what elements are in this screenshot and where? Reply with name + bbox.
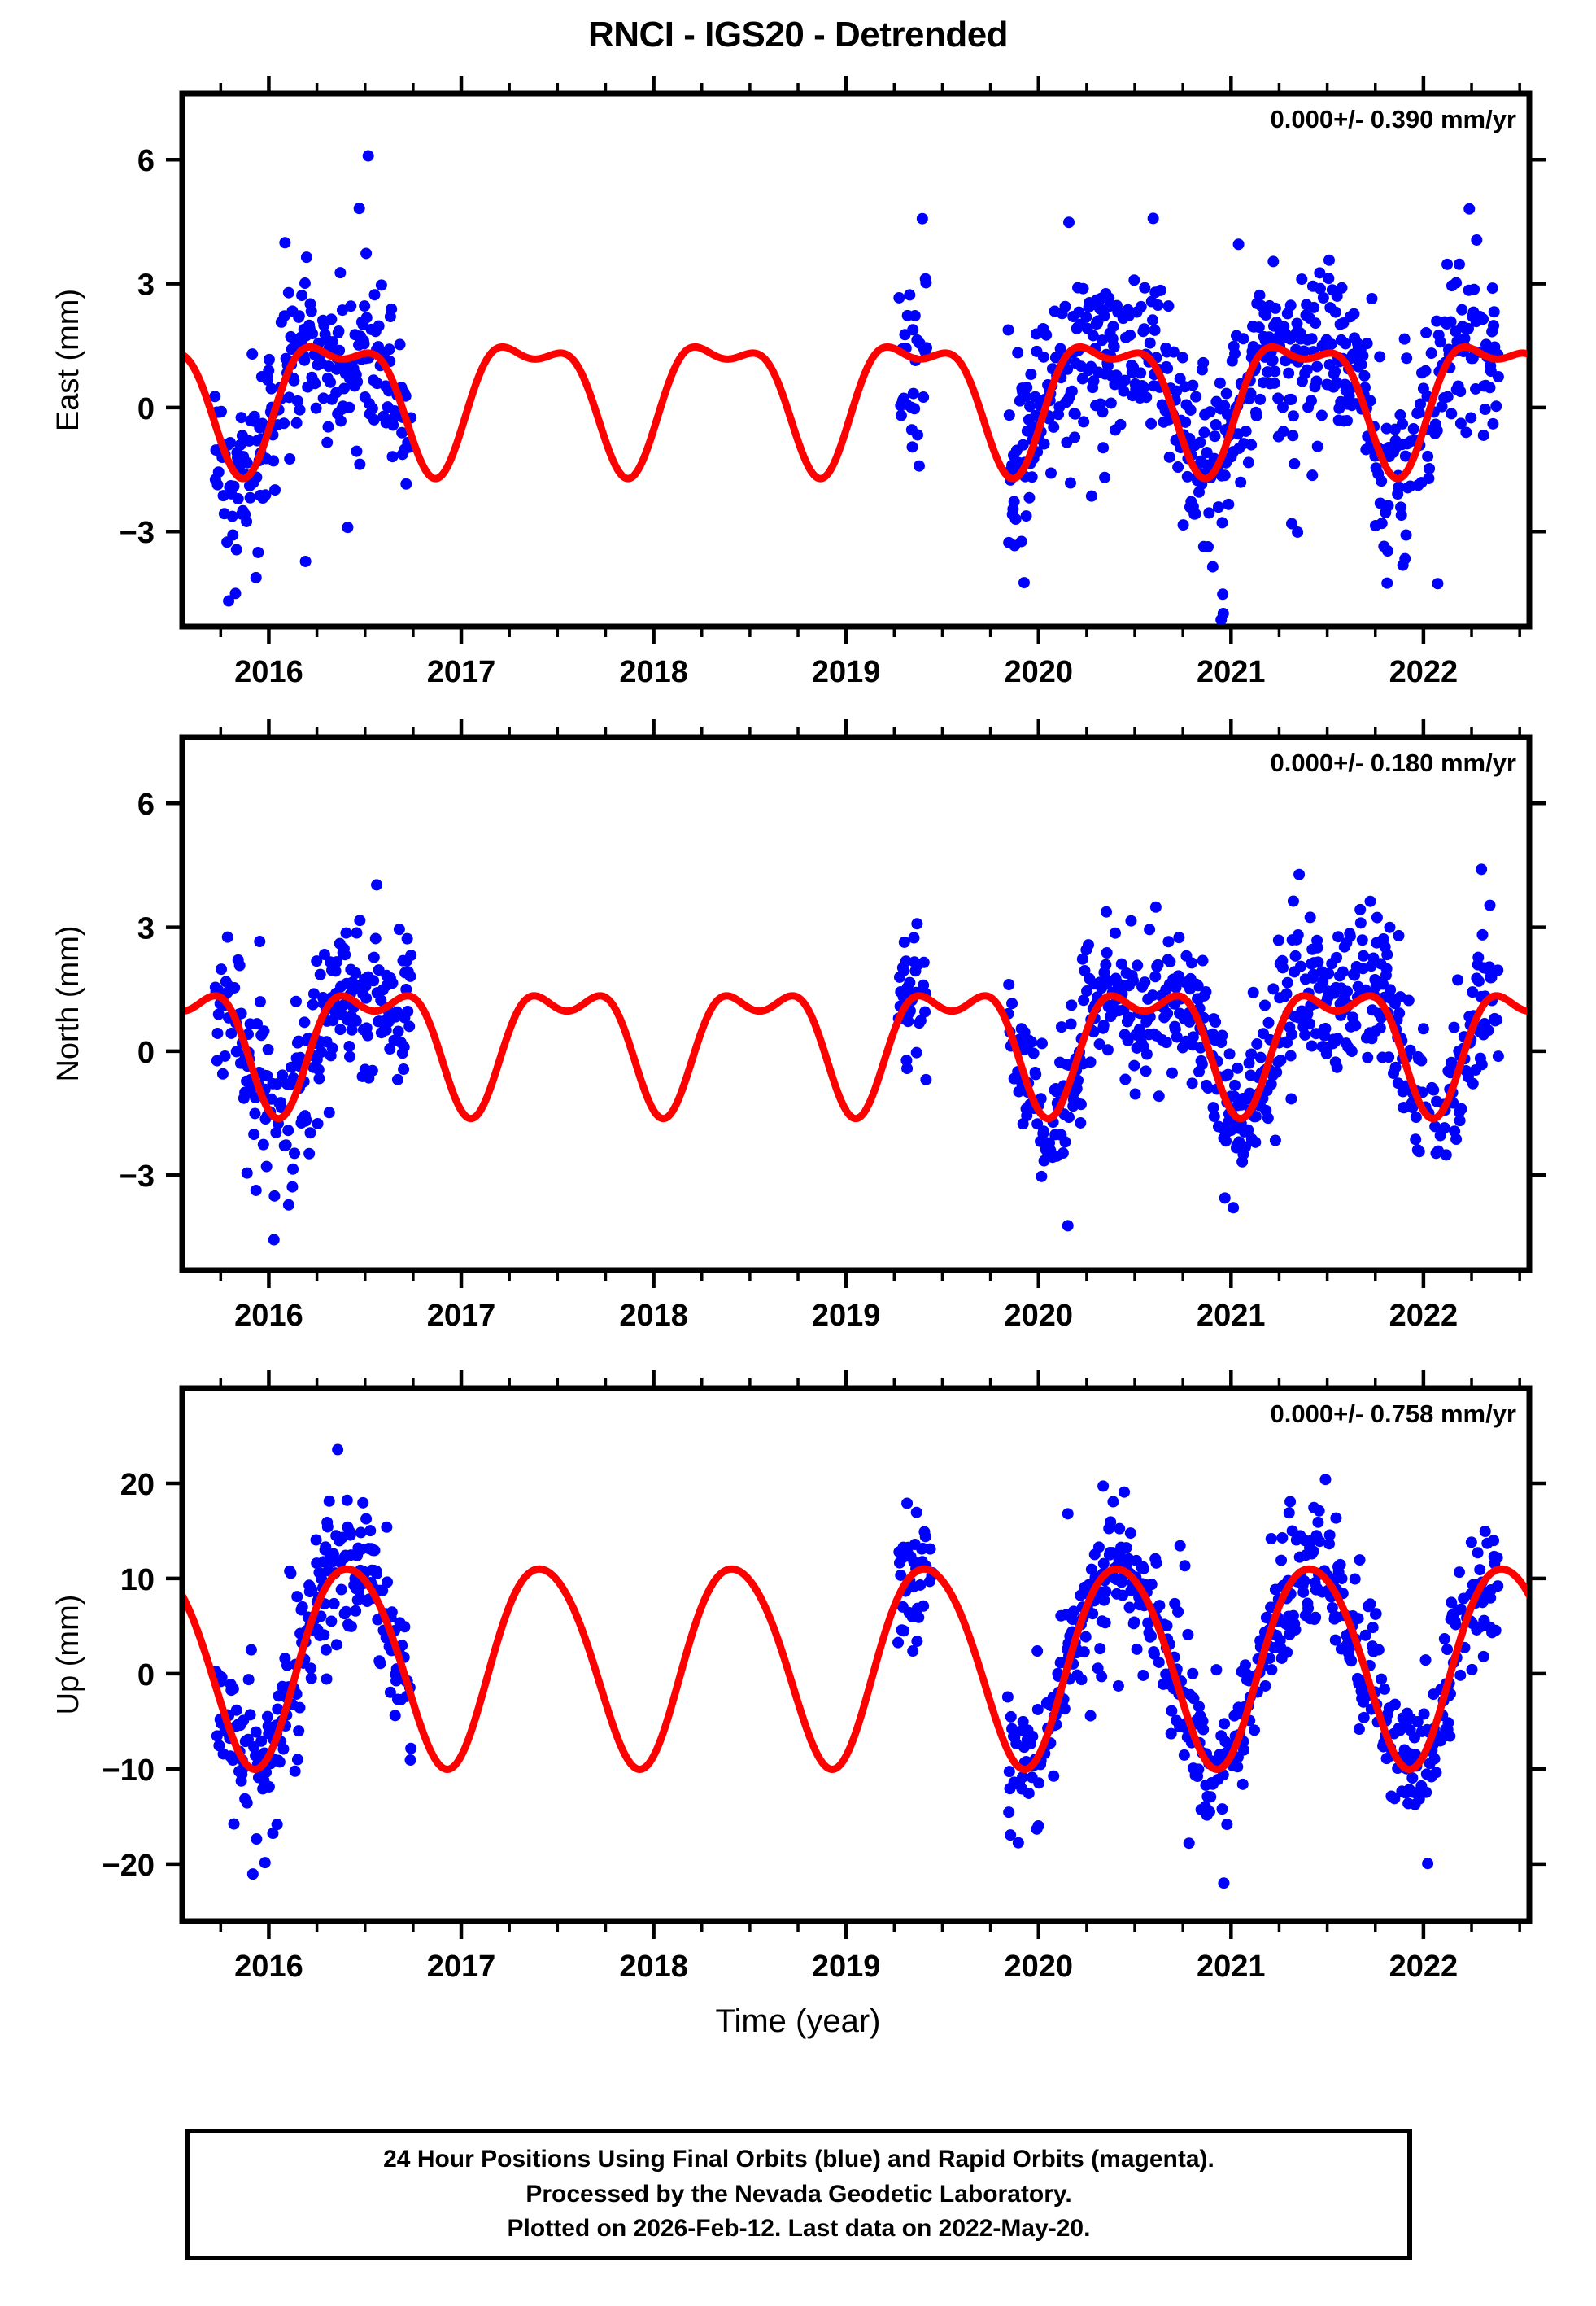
x-tick-label: 2020 (1004, 655, 1073, 689)
y-axis-label: North (mm) (51, 925, 85, 1081)
rate-annotation: 0.000+/- 0.180 mm/yr (1271, 749, 1516, 777)
x-tick-label: 2022 (1389, 1950, 1459, 1984)
x-tick-label: 2020 (1004, 1299, 1073, 1333)
x-tick-label: 2021 (1197, 655, 1266, 689)
x-axis-ticks (219, 76, 1521, 644)
rate-annotation: 0.000+/- 0.390 mm/yr (1271, 105, 1516, 133)
x-tick-label: 2022 (1389, 655, 1459, 689)
page-title: RNCI - IGS20 - Detrended (587, 15, 1009, 55)
y-tick-label: −20 (102, 1849, 155, 1883)
x-tick-label: 2018 (619, 1299, 688, 1333)
data-points-final-orbits (209, 150, 1504, 624)
x-tick-label: 2021 (1197, 1299, 1266, 1333)
caption-line-2: Processed by the Nevada Geodetic Laborat… (525, 2180, 1072, 2208)
y-tick-label: 10 (120, 1563, 155, 1597)
caption-box: 24 Hour Positions Using Final Orbits (bl… (185, 2129, 1412, 2260)
x-tick-label: 2017 (427, 655, 496, 689)
x-tick-label: 2016 (234, 1299, 303, 1333)
x-tick-label: 2018 (619, 1950, 688, 1984)
x-tick-label: 2019 (812, 1299, 881, 1333)
x-tick-label: 2019 (812, 655, 881, 689)
x-tick-label: 2022 (1389, 1299, 1459, 1333)
x-tick-label: 2017 (427, 1950, 496, 1984)
y-tick-label: 3 (137, 269, 155, 303)
x-tick-label: 2019 (812, 1950, 881, 1984)
y-tick-label: −10 (102, 1754, 155, 1788)
y-axis-ticks: −20 −10 0 10 20 (102, 1468, 1546, 1883)
panel-up: 2016 2017 2018 2019 2020 2021 2022 −20 −10 0 10 20 U… (51, 1370, 1546, 1984)
plot-frame (179, 90, 1533, 630)
y-tick-label: 20 (120, 1468, 155, 1502)
x-tick-label: 2021 (1197, 1950, 1266, 1984)
panel-east: 2016 2017 2018 2019 2020 2021 2022 −3 0 3 6 East (m… (51, 76, 1546, 689)
x-tick-label: 2017 (427, 1299, 496, 1333)
y-axis-ticks: −3 0 3 6 (120, 144, 1546, 550)
x-axis-tick-labels: 2016 2017 2018 2019 2020 2021 2022 (234, 655, 1458, 689)
caption-line-3: Plotted on 2026-Feb-12. Last data on 202… (507, 2215, 1091, 2243)
model-fit-line (185, 1565, 1527, 1773)
plot-frame (179, 1385, 1533, 1924)
y-tick-label: 3 (137, 912, 155, 946)
rate-annotation: 0.000+/- 0.758 mm/yr (1271, 1400, 1516, 1428)
y-tick-label: 0 (137, 1658, 155, 1692)
x-axis-title: Time (year) (715, 2003, 881, 2039)
y-tick-label: −3 (120, 1160, 155, 1194)
x-axis-tick-labels: 2016 2017 2018 2019 2020 2021 2022 (234, 1950, 1458, 1984)
y-tick-label: −3 (120, 516, 155, 550)
panel-north: 2016 2017 2018 2019 2020 2021 2022 −3 0 3 6 North (… (51, 719, 1546, 1333)
data-points-final-orbits (209, 863, 1504, 1246)
x-axis-tick-labels: 2016 2017 2018 2019 2020 2021 2022 (234, 1299, 1458, 1333)
x-tick-label: 2018 (619, 655, 688, 689)
x-tick-label: 2016 (234, 1950, 303, 1984)
caption-line-1: 24 Hour Positions Using Final Orbits (bl… (383, 2146, 1214, 2173)
model-fit-line (185, 992, 1527, 1123)
y-axis-label: Up (mm) (51, 1595, 85, 1715)
plot-frame (179, 734, 1533, 1273)
x-axis-ticks (219, 719, 1521, 1288)
x-tick-label: 2020 (1004, 1950, 1073, 1984)
model-fit-line (185, 343, 1527, 483)
y-tick-label: 6 (137, 788, 155, 822)
y-axis-ticks: −3 0 3 6 (120, 788, 1546, 1194)
y-tick-label: 0 (137, 1036, 155, 1070)
y-tick-label: 0 (137, 392, 155, 426)
x-axis-ticks (219, 1370, 1521, 1939)
x-tick-label: 2016 (234, 655, 303, 689)
y-axis-label: East (mm) (51, 289, 85, 431)
y-tick-label: 6 (137, 144, 155, 178)
